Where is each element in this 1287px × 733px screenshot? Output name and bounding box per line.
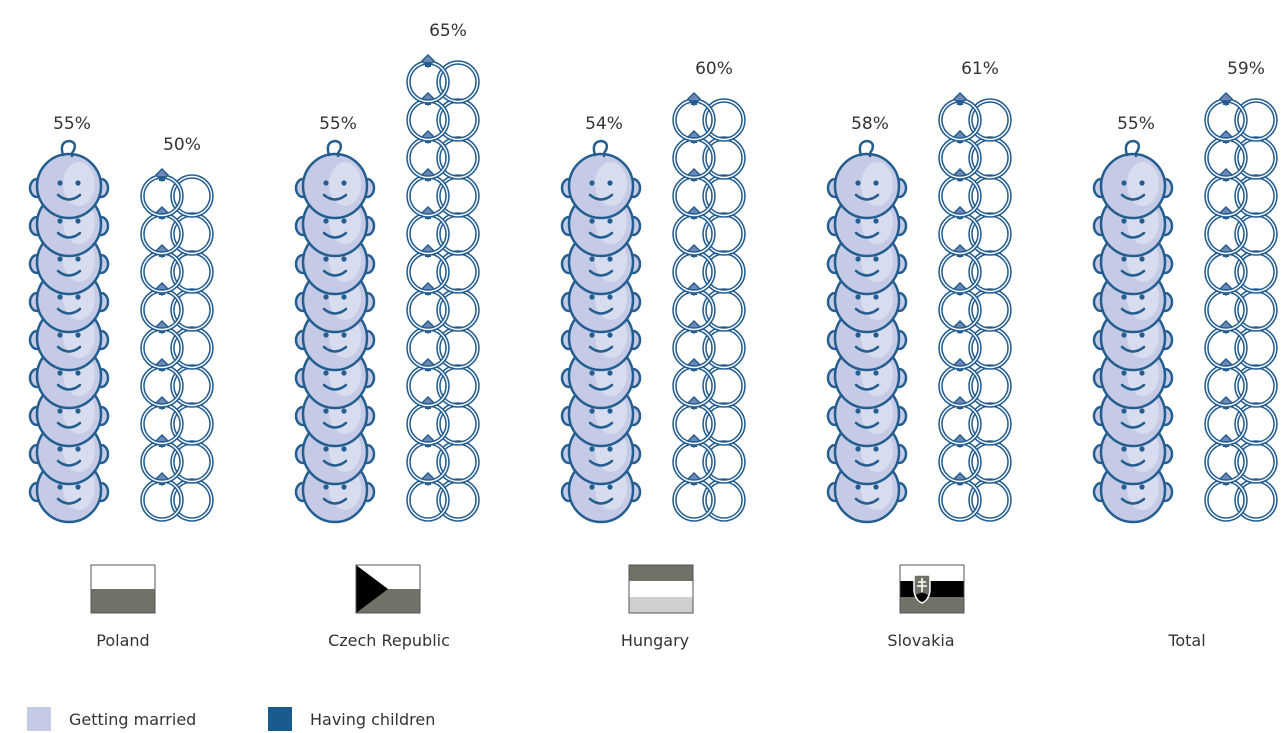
category-label-0: Poland [96, 631, 149, 650]
data-label-children-4: 59% [1227, 59, 1265, 79]
legend-label-children: Having children [310, 709, 436, 729]
legend-swatch-married [27, 707, 51, 731]
czech-flag-icon [355, 564, 421, 614]
wedding-rings-icon [1204, 91, 1278, 142]
bar-children-1 [406, 53, 480, 522]
baby-face-icon [826, 139, 908, 220]
legend-children: Having children [268, 705, 435, 733]
poland-flag-icon [90, 564, 156, 614]
category-label-1: Czech Republic [328, 631, 450, 650]
data-label-married-0: 55% [53, 114, 91, 134]
bar-married-2 [560, 139, 642, 524]
bar-children-2 [672, 91, 746, 522]
bar-married-3 [826, 139, 908, 524]
baby-face-icon [1092, 139, 1174, 220]
wedding-rings-icon [672, 357, 746, 408]
bar-children-4 [1204, 91, 1278, 522]
bar-children-0 [140, 167, 214, 522]
wedding-rings-icon [938, 91, 1012, 142]
bar-married-1 [294, 139, 376, 524]
legend-married: Getting married [27, 705, 196, 733]
category-label-3: Slovakia [887, 631, 954, 650]
bar-children-3 [938, 91, 1012, 522]
wedding-rings-icon [406, 53, 480, 104]
bar-married-4 [1092, 139, 1174, 524]
category-label-2: Hungary [621, 631, 689, 650]
data-label-children-1: 65% [429, 21, 467, 41]
baby-face-icon [294, 139, 376, 220]
legend-swatch-children [268, 707, 292, 731]
data-label-children-0: 50% [163, 135, 201, 155]
hungary-flag-icon [628, 564, 694, 614]
slovakia-flag-icon [899, 564, 965, 614]
bar-married-0 [28, 139, 110, 524]
wedding-rings-icon [140, 167, 214, 218]
baby-face-icon [28, 139, 110, 220]
data-label-married-1: 55% [319, 114, 357, 134]
data-label-married-2: 54% [585, 114, 623, 134]
baby-face-icon [560, 139, 642, 220]
legend-label-married: Getting married [69, 709, 197, 729]
category-label-4: Total [1167, 631, 1205, 650]
data-label-children-2: 60% [695, 59, 733, 79]
data-label-married-4: 55% [1117, 114, 1155, 134]
data-label-married-3: 58% [851, 114, 889, 134]
data-label-children-3: 61% [961, 59, 999, 79]
wedding-rings-icon [672, 91, 746, 142]
